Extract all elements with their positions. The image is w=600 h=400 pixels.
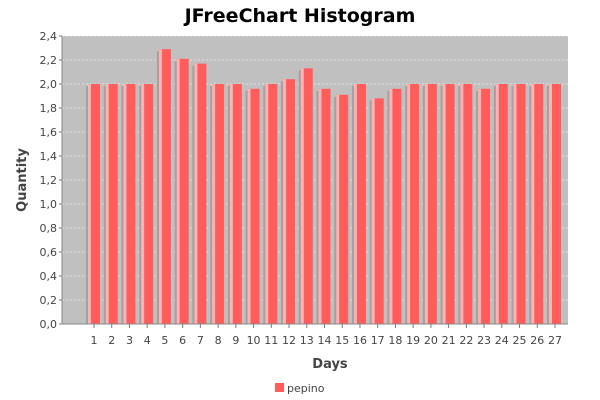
y-tick-label: 2,0 [40, 78, 58, 91]
x-tick-label: 18 [388, 334, 402, 347]
x-tick-label: 19 [406, 334, 420, 347]
bar-highlight [495, 84, 499, 324]
x-tick-label: 13 [300, 334, 314, 347]
y-tick-label: 0,4 [40, 270, 58, 283]
bar-highlight [371, 98, 375, 325]
x-tick-label: 8 [215, 334, 222, 347]
x-tick-label: 1 [91, 334, 98, 347]
bar-highlight [141, 84, 145, 324]
x-tick-label: 17 [371, 334, 385, 347]
y-tick-label: 0,2 [40, 294, 58, 307]
x-tick-label: 11 [264, 334, 278, 347]
bar-highlight [176, 58, 180, 325]
bar-highlight [549, 84, 552, 324]
x-tick-label: 20 [424, 334, 438, 347]
y-tick-label: 1,4 [40, 150, 58, 163]
x-tick-label: 10 [247, 334, 261, 347]
x-tick-label: 27 [548, 334, 562, 347]
bar-highlight [265, 84, 269, 324]
chart-title: JFreeChart Histogram [183, 5, 416, 27]
y-tick-label: 0,8 [40, 222, 58, 235]
bar-highlight [194, 63, 198, 324]
x-tick-label: 7 [197, 334, 204, 347]
y-tick-label: 1,0 [40, 198, 58, 211]
y-tick-label: 1,2 [40, 174, 58, 187]
x-tick-label: 12 [282, 334, 296, 347]
plot-area: 0,0 0,2 0,4 0,6 0,8 1,0 1,2 1,4 1,6 1,8 2,0 2,2 2,4 1… [40, 30, 568, 347]
legend: pepino [275, 382, 325, 395]
x-tick-label: 5 [161, 334, 168, 347]
x-tick-label: 23 [477, 334, 491, 347]
x-tick-label: 21 [442, 334, 456, 347]
y-axis-label: Quantity [15, 148, 30, 212]
bar-highlight [353, 84, 357, 324]
x-tick-label: 22 [459, 334, 473, 347]
bar-highlight [442, 84, 446, 324]
bar-highlight [283, 79, 287, 324]
bar-highlight [531, 84, 535, 324]
legend-label: pepino [287, 382, 325, 395]
bar [247, 88, 260, 324]
x-axis-label: Days [312, 357, 348, 372]
bar-highlight [247, 88, 251, 324]
x-tick-label: 16 [353, 334, 367, 347]
x-tick-label: 15 [335, 334, 349, 347]
bar-highlight [460, 84, 464, 324]
x-tick-label: 14 [318, 334, 332, 347]
y-tick-label: 2,2 [40, 54, 58, 67]
bar-highlight [212, 84, 216, 324]
x-tick-label: 3 [126, 334, 133, 347]
y-tick-label: 2,4 [40, 30, 58, 43]
bar-highlight [318, 88, 322, 324]
x-tick-label: 25 [513, 334, 527, 347]
bar-highlight [88, 84, 91, 324]
x-tick-label: 4 [144, 334, 151, 347]
bar-highlight [158, 49, 162, 324]
x-tick-label: 6 [179, 334, 186, 347]
legend-swatch [275, 383, 284, 392]
bar-highlight [478, 88, 482, 324]
bar-highlight [424, 84, 428, 324]
bar-highlight [123, 84, 127, 324]
bar-highlight [336, 94, 340, 324]
bar-highlight [407, 84, 411, 324]
x-tick-label: 2 [108, 334, 115, 347]
bar-highlight [300, 68, 304, 325]
y-tick-label: 1,8 [40, 102, 58, 115]
bar-highlight [513, 84, 517, 324]
bar-highlight [105, 84, 109, 324]
y-tick-label: 0,6 [40, 246, 58, 259]
y-tick-label: 0,0 [40, 318, 58, 331]
bar-highlight [389, 88, 393, 324]
y-tick-label: 1,6 [40, 126, 58, 139]
x-tick-label: 9 [232, 334, 239, 347]
bar-highlight [229, 84, 233, 324]
x-tick-label: 24 [495, 334, 509, 347]
x-tick-label: 26 [530, 334, 544, 347]
